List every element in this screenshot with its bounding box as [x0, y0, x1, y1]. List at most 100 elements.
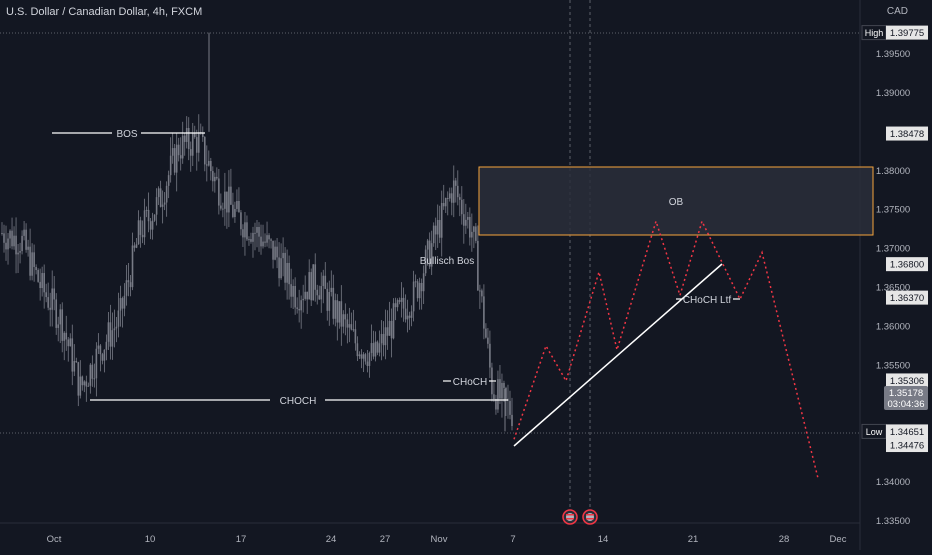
candle-body	[161, 204, 164, 207]
candle-body	[9, 230, 11, 239]
candle-body	[473, 226, 475, 232]
candle-body	[328, 291, 331, 311]
candle-body	[471, 231, 473, 238]
candle-body	[43, 273, 45, 293]
candle-body	[139, 220, 142, 235]
candle-body	[5, 242, 7, 250]
us-event-icon[interactable]	[562, 509, 578, 525]
candle-body	[250, 239, 252, 242]
projection-path[interactable]	[513, 218, 819, 479]
candle-body	[268, 235, 270, 240]
candle-body	[113, 328, 116, 331]
candle-body	[430, 243, 433, 267]
time-axis-labels: Oct 10 17 24 27 Nov 7 14 21 28 Dec	[47, 534, 847, 545]
candle-body	[191, 133, 194, 156]
candle-body	[35, 266, 37, 271]
candle-body	[352, 329, 355, 331]
candle-body	[248, 239, 250, 241]
candle-body	[465, 219, 467, 226]
candle-body	[246, 222, 248, 240]
candle-body	[420, 282, 423, 292]
candle-body	[404, 308, 407, 320]
candle-body	[424, 249, 427, 274]
candle-body	[103, 349, 106, 361]
candle-body	[366, 361, 369, 366]
candle-body	[210, 160, 212, 172]
candles	[1, 32, 513, 432]
candle-body	[77, 362, 80, 396]
current-price-value: 1.35178	[889, 388, 923, 399]
candle-body	[222, 208, 224, 210]
candle-body	[181, 135, 184, 159]
price-tick-label: 1.39500	[876, 49, 910, 60]
chart-title: U.S. Dollar / Canadian Dollar, 4h, FXCM	[6, 6, 203, 18]
candle-body	[450, 193, 453, 203]
candle-body	[296, 307, 298, 309]
currency-label: CAD	[886, 6, 908, 17]
price-tick-label: 1.37500	[876, 205, 910, 216]
candle-body	[481, 290, 483, 297]
candle-body	[115, 326, 118, 329]
candle-body	[232, 204, 234, 218]
price-badge-value: 1.35306	[890, 376, 924, 387]
candle-body	[179, 155, 182, 159]
candle-body	[49, 307, 51, 310]
candle-body	[402, 297, 405, 309]
trendline[interactable]	[513, 263, 723, 447]
time-label: Dec	[830, 534, 847, 545]
candle-body	[499, 379, 501, 399]
price-tick-label: 1.34000	[876, 477, 910, 488]
candle-body	[322, 275, 325, 287]
badge-label: Low	[866, 427, 883, 437]
candle-body	[485, 328, 487, 338]
ob-label: OB	[669, 197, 684, 208]
candle-body	[175, 144, 178, 173]
candle-body	[432, 225, 435, 244]
candle-body	[408, 315, 411, 318]
candle-body	[298, 308, 300, 311]
current-price-countdown: 03:04:36	[888, 399, 925, 410]
candle-body	[456, 185, 459, 198]
candle-body	[282, 252, 284, 259]
candle-body	[461, 199, 463, 215]
candle-body	[193, 133, 196, 138]
candle-body	[416, 281, 419, 299]
candle-body	[83, 381, 86, 386]
price-badge	[886, 25, 928, 40]
candle-body	[169, 155, 172, 176]
candle-body	[314, 264, 317, 290]
price-badge-value: 1.34476	[890, 441, 924, 452]
candle-body	[153, 214, 156, 221]
candle-body	[15, 235, 17, 255]
candle-body	[228, 186, 230, 213]
candle-body	[338, 301, 341, 323]
candle-body	[334, 300, 337, 319]
candle-body	[183, 135, 186, 142]
candle-body	[278, 257, 280, 279]
candle-body	[105, 341, 108, 350]
candle-body	[125, 280, 128, 296]
candle-body	[195, 137, 198, 153]
candle-body	[312, 264, 315, 301]
candle-body	[203, 137, 206, 165]
order-block-zone[interactable]	[478, 166, 874, 236]
candle-body	[396, 300, 399, 308]
time-label: 28	[779, 534, 790, 545]
candle-body	[201, 133, 204, 138]
candle-body	[214, 176, 216, 182]
candle-body	[39, 281, 41, 288]
candle-body	[226, 191, 228, 213]
candle-body	[368, 353, 371, 366]
candle-body	[332, 287, 335, 319]
candle-body	[185, 127, 188, 142]
candle-body	[348, 324, 351, 328]
us-event-icon[interactable]	[582, 509, 598, 525]
candle-body	[141, 234, 144, 238]
candle-body	[400, 297, 403, 302]
price-tick-label: 1.36500	[876, 283, 910, 294]
candle-body	[236, 200, 238, 209]
candle-body	[318, 295, 321, 300]
candle-body	[59, 309, 62, 325]
